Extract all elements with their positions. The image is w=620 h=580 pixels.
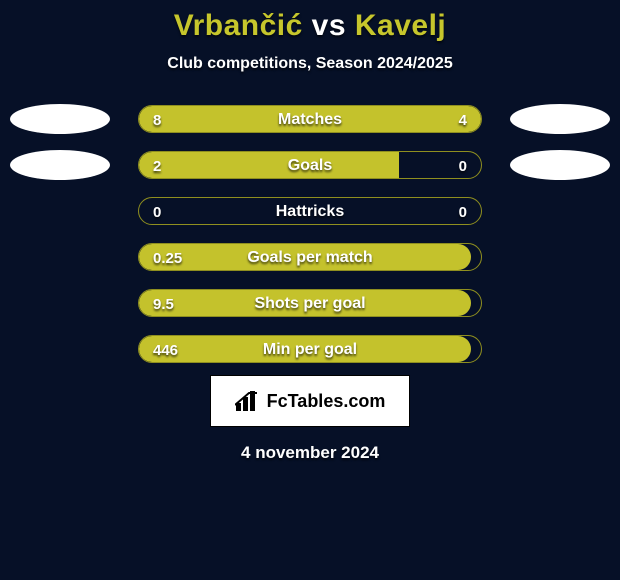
- stat-row: 20Goals: [0, 151, 620, 179]
- metric-label: Shots per goal: [139, 290, 481, 317]
- bar-track: 20Goals: [138, 151, 482, 179]
- bar-track: 9.5Shots per goal: [138, 289, 482, 317]
- player1-oval: [10, 104, 110, 134]
- player2-oval: [510, 104, 610, 134]
- stat-row: 446Min per goal: [0, 335, 620, 363]
- player2-oval: [510, 150, 610, 180]
- bar-track: 446Min per goal: [138, 335, 482, 363]
- metric-label: Min per goal: [139, 336, 481, 363]
- bars-icon: [235, 391, 259, 411]
- stat-row: 0.25Goals per match: [0, 243, 620, 271]
- metric-label: Goals: [139, 152, 481, 179]
- metric-label: Goals per match: [139, 244, 481, 271]
- branding-badge: FcTables.com: [210, 375, 410, 427]
- branding-text: FcTables.com: [267, 391, 386, 412]
- bar-track: 0.25Goals per match: [138, 243, 482, 271]
- date-line: 4 november 2024: [241, 443, 379, 463]
- page-title: Vrbančić vs Kavelj: [174, 6, 447, 45]
- metric-label: Matches: [139, 106, 481, 133]
- player1-name: Vrbančić: [174, 9, 303, 42]
- metric-label: Hattricks: [139, 198, 481, 225]
- subtitle: Club competitions, Season 2024/2025: [167, 55, 452, 73]
- bar-track: 84Matches: [138, 105, 482, 133]
- bar-track: 00Hattricks: [138, 197, 482, 225]
- stat-row: 00Hattricks: [0, 197, 620, 225]
- player2-name: Kavelj: [355, 9, 446, 42]
- vs-label: vs: [312, 9, 346, 42]
- stats-area: 84Matches 20Goals 00Hattricks 0.25Goals per…: [0, 105, 620, 363]
- stat-row: 9.5Shots per goal: [0, 289, 620, 317]
- player1-oval: [10, 150, 110, 180]
- stat-row: 84Matches: [0, 105, 620, 133]
- comparison-card: Vrbančić vs Kavelj Club competitions, Se…: [0, 0, 620, 580]
